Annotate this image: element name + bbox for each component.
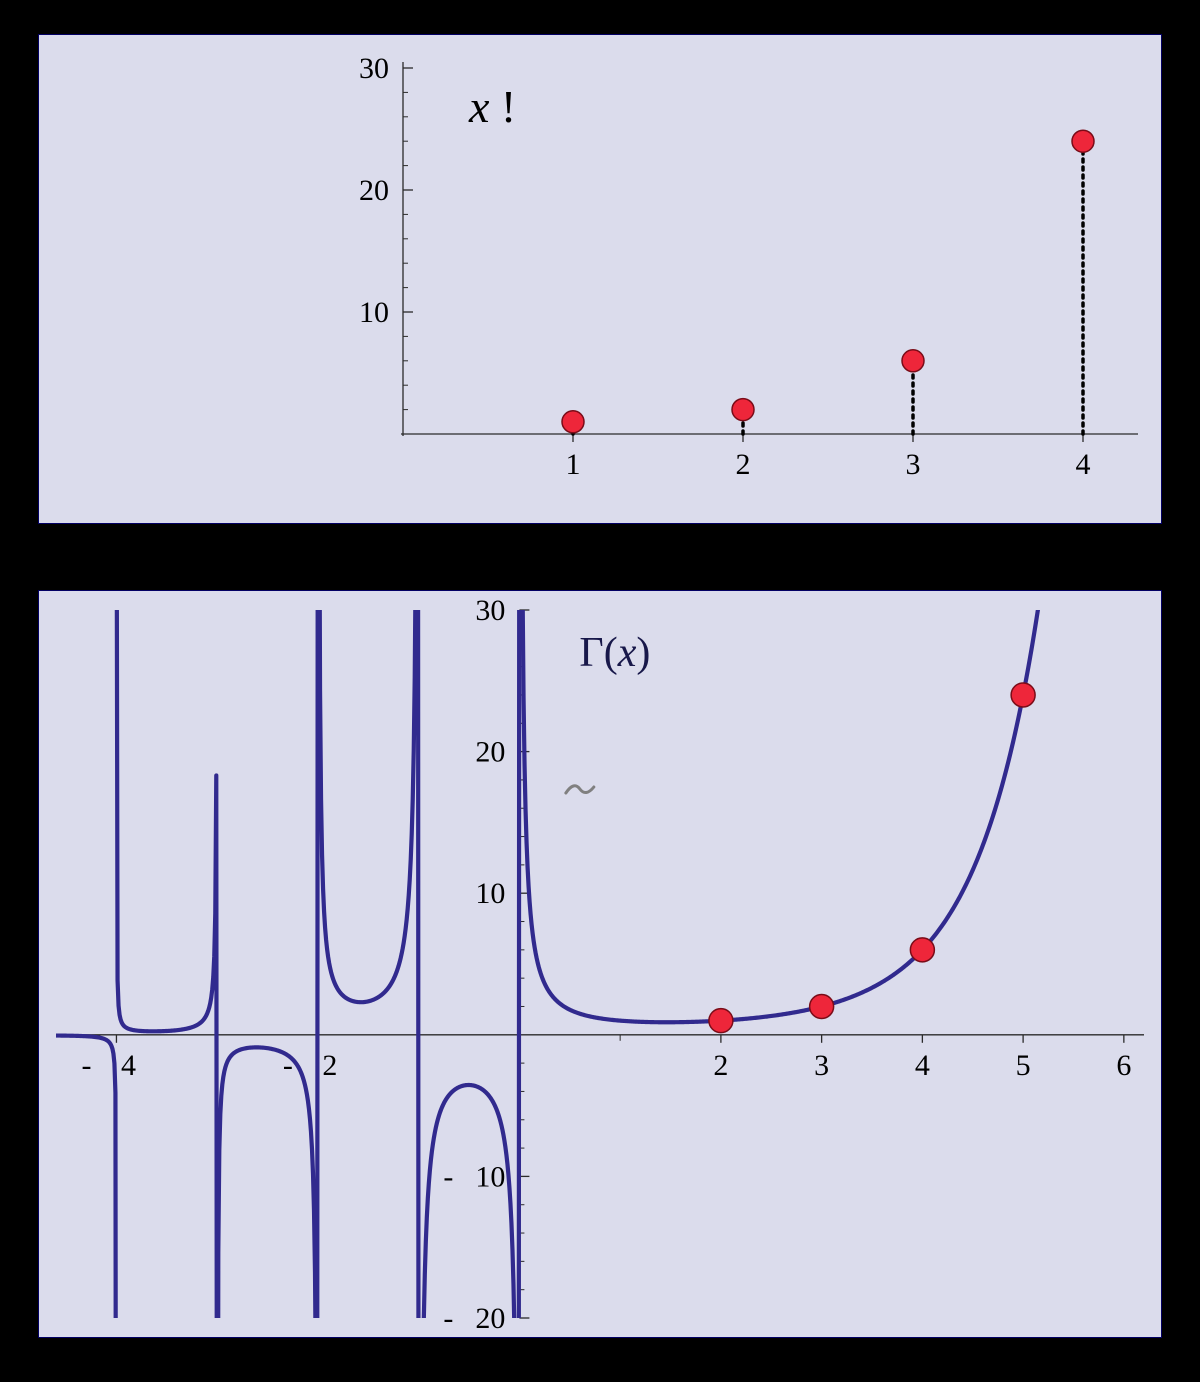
chart-title: Γ(x) xyxy=(579,630,650,676)
gamma-marker xyxy=(1011,683,1035,707)
x-tick-label: 1 xyxy=(566,448,581,481)
chart-title: x ! xyxy=(468,81,516,132)
x-tick-label: 4 xyxy=(915,1049,930,1082)
svg-text:-: - xyxy=(443,1160,453,1193)
y-tick-label: 20 xyxy=(359,174,389,207)
stem-marker xyxy=(732,399,754,421)
gamma-marker xyxy=(709,1009,733,1033)
y-tick-label: 20 xyxy=(475,736,505,769)
x-tick-label: 6 xyxy=(1116,1049,1131,1082)
x-tick-label: 4 xyxy=(1076,448,1091,481)
y-tick-label: 30 xyxy=(359,52,389,85)
y-tick-label: 10 xyxy=(475,1160,505,1193)
gamma-marker xyxy=(910,938,934,962)
svg-text:-: - xyxy=(81,1049,91,1082)
gamma-marker xyxy=(810,994,834,1018)
y-tick-label: 30 xyxy=(475,594,505,627)
x-tick-label: 3 xyxy=(906,448,921,481)
x-tick-label: 5 xyxy=(1016,1049,1031,1082)
x-tick-label: 2 xyxy=(736,448,751,481)
stem-marker xyxy=(562,411,584,433)
factorial-stem-panel: 10 20 30 1 2 3 4 x ! xyxy=(38,34,1162,524)
stem-marker xyxy=(902,350,924,372)
y-tick-label: 10 xyxy=(475,877,505,910)
stem-marker xyxy=(1072,130,1094,152)
x-tick-label: 4 xyxy=(121,1049,136,1082)
gamma-function-panel: 20-10-102030234564-2-Γ(x) xyxy=(38,590,1162,1338)
svg-text:-: - xyxy=(443,1302,453,1335)
y-tick-label: 20 xyxy=(475,1302,505,1335)
x-tick-label: 2 xyxy=(322,1049,337,1082)
y-tick-label: 10 xyxy=(359,296,389,329)
x-tick-label: 3 xyxy=(814,1049,829,1082)
x-tick-label: 2 xyxy=(713,1049,728,1082)
